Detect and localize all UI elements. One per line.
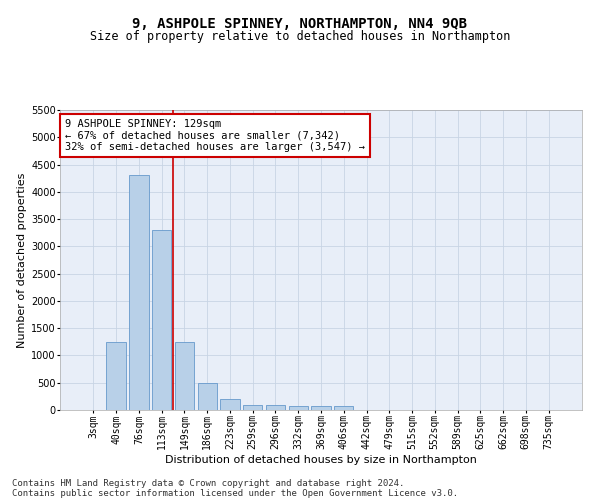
Text: 9 ASHPOLE SPINNEY: 129sqm
← 67% of detached houses are smaller (7,342)
32% of se: 9 ASHPOLE SPINNEY: 129sqm ← 67% of detac… <box>65 119 365 152</box>
Text: Contains HM Land Registry data © Crown copyright and database right 2024.: Contains HM Land Registry data © Crown c… <box>12 478 404 488</box>
Bar <box>243 404 262 410</box>
Text: Contains public sector information licensed under the Open Government Licence v3: Contains public sector information licen… <box>12 488 458 498</box>
Y-axis label: Number of detached properties: Number of detached properties <box>17 172 27 348</box>
Bar <box>129 176 149 410</box>
Text: Size of property relative to detached houses in Northampton: Size of property relative to detached ho… <box>90 30 510 43</box>
Bar <box>266 404 285 410</box>
Bar <box>152 230 172 410</box>
Text: 9, ASHPOLE SPINNEY, NORTHAMPTON, NN4 9QB: 9, ASHPOLE SPINNEY, NORTHAMPTON, NN4 9QB <box>133 18 467 32</box>
Bar <box>197 382 217 410</box>
Bar <box>289 406 308 410</box>
Bar <box>106 342 126 410</box>
X-axis label: Distribution of detached houses by size in Northampton: Distribution of detached houses by size … <box>165 455 477 465</box>
Bar <box>311 406 331 410</box>
Bar <box>334 406 353 410</box>
Bar <box>175 342 194 410</box>
Bar <box>220 399 239 410</box>
